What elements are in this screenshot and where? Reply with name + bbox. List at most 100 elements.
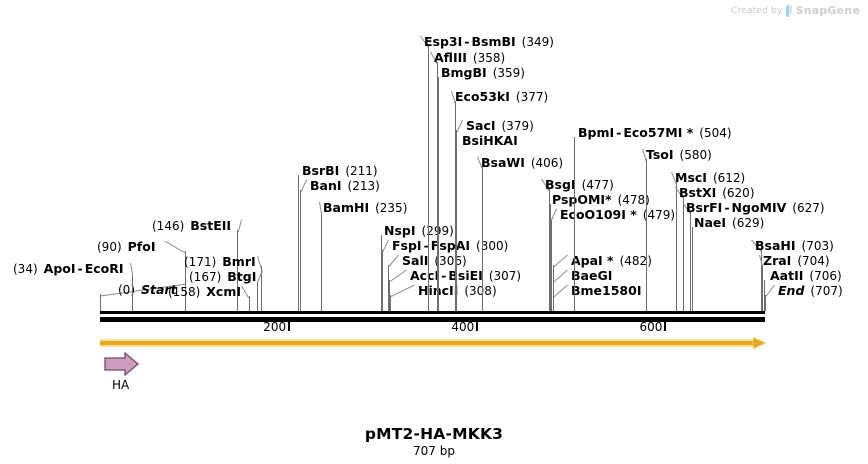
restriction-site-label[interactable]: BsiHKAI	[462, 134, 518, 147]
restriction-site-tick[interactable]	[437, 77, 439, 311]
restriction-site-tick[interactable]	[382, 250, 384, 311]
restriction-site-tick[interactable]	[549, 204, 551, 311]
restriction-site-tick[interactable]	[481, 167, 483, 311]
restriction-site-label[interactable]: BstXI (620)	[679, 186, 755, 200]
site-position: (308)	[464, 284, 497, 298]
restriction-site-label[interactable]: BmgBI (359)	[441, 66, 525, 80]
site-position: (235)	[375, 201, 408, 215]
restriction-site-tick[interactable]	[184, 251, 186, 311]
site-leader-line	[241, 285, 250, 299]
restriction-site-label[interactable]: Eco53kI (377)	[455, 90, 548, 104]
site-position: (627)	[792, 201, 825, 215]
restriction-site-tick[interactable]	[388, 280, 390, 311]
restriction-site-tick[interactable]	[436, 62, 438, 311]
restriction-site-tick[interactable]	[456, 145, 458, 311]
site-leader-line	[164, 240, 186, 254]
restriction-site-label[interactable]: EcoO109I * (479)	[560, 208, 675, 222]
sequence-backbone-top-line	[100, 311, 765, 314]
restriction-site-tick[interactable]	[389, 295, 391, 311]
restriction-site-tick[interactable]	[298, 175, 300, 311]
restriction-site-tick[interactable]	[645, 159, 647, 311]
restriction-site-tick[interactable]	[237, 230, 239, 311]
site-position: (171)	[184, 255, 217, 269]
enzyme-name: FspAI	[430, 238, 471, 253]
restriction-site-tick[interactable]	[260, 266, 262, 311]
restriction-site-label[interactable]: BsrBI (211)	[302, 164, 378, 178]
site-position: (629)	[732, 216, 765, 230]
enzyme-name: Eco53kI	[455, 89, 510, 104]
restriction-site-tick[interactable]	[764, 280, 766, 311]
restriction-site-label[interactable]: (158) XcmI	[168, 285, 241, 299]
restriction-site-label[interactable]: (146) BstEII	[152, 219, 231, 233]
restriction-site-label[interactable]: AccI - BsiEI (307)	[410, 269, 521, 283]
restriction-site-label[interactable]: SacI (379)	[466, 119, 534, 133]
enzyme-name: AflIII	[434, 50, 467, 65]
restriction-site-label[interactable]: NaeI (629)	[694, 216, 764, 230]
restriction-site-label[interactable]: ApaI * (482)	[571, 254, 652, 268]
restriction-site-tick[interactable]	[553, 295, 555, 311]
site-leader-line	[300, 179, 307, 193]
restriction-site-label[interactable]: BsaHI (703)	[755, 239, 834, 253]
restriction-site-label[interactable]: End (707)	[778, 284, 843, 298]
restriction-site-label[interactable]: (171) BmrI	[184, 255, 256, 269]
restriction-site-tick[interactable]	[257, 281, 259, 311]
orf-edge-bottom	[100, 345, 757, 347]
restriction-site-label[interactable]: BsrFI - NgoMIV (627)	[686, 201, 825, 215]
restriction-site-tick[interactable]	[675, 182, 677, 311]
site-position: (704)	[797, 254, 830, 268]
restriction-site-tick[interactable]	[548, 189, 550, 311]
site-leader-line	[387, 254, 399, 268]
site-position: (146)	[152, 219, 185, 233]
restriction-site-tick[interactable]	[454, 101, 456, 311]
restriction-site-tick[interactable]	[691, 227, 693, 311]
restriction-site-tick[interactable]	[683, 197, 685, 311]
restriction-site-label[interactable]: TsoI (580)	[646, 148, 712, 162]
restriction-site-tick[interactable]	[689, 212, 691, 311]
site-leader-line	[388, 269, 407, 283]
ruler-tick-label: 400	[451, 320, 475, 334]
site-position: (0)	[118, 283, 135, 297]
restriction-site-label[interactable]: (0) Start	[118, 283, 177, 297]
restriction-site-tick[interactable]	[100, 294, 101, 311]
restriction-site-label[interactable]: FspI - FspAI (300)	[392, 239, 508, 253]
restriction-site-label[interactable]: (90) PfoI	[97, 240, 155, 254]
restriction-site-tick[interactable]	[321, 212, 323, 311]
restriction-site-label[interactable]: MscI (612)	[675, 171, 745, 185]
restriction-site-label[interactable]: PspOMI* (478)	[552, 193, 650, 207]
restriction-site-tick[interactable]	[765, 295, 766, 311]
restriction-site-tick[interactable]	[428, 46, 430, 311]
restriction-site-tick[interactable]	[381, 235, 383, 311]
restriction-site-label[interactable]: ZraI (704)	[763, 254, 830, 268]
restriction-site-tick[interactable]	[550, 219, 552, 311]
site-leader-line	[553, 269, 568, 283]
restriction-site-label[interactable]: NspI(299)	[384, 224, 454, 238]
ha-feature-arrow[interactable]	[104, 352, 140, 376]
restriction-site-tick[interactable]	[574, 137, 576, 311]
enzyme-name: NgoMIV	[731, 200, 787, 215]
restriction-site-tick[interactable]	[387, 265, 389, 311]
restriction-site-label[interactable]: (34) ApoI - EcoRI	[13, 262, 124, 276]
restriction-site-label[interactable]: BsaWI (406)	[481, 156, 563, 170]
enzyme-name: MscI	[675, 170, 707, 185]
restriction-site-tick[interactable]	[131, 273, 133, 311]
restriction-site-label[interactable]: (167) BtgI	[189, 270, 256, 284]
ruler-tick-mark	[664, 322, 667, 331]
restriction-site-label[interactable]: BamHI (235)	[323, 201, 407, 215]
restriction-site-tick[interactable]	[248, 296, 250, 311]
orf-feature-arrow[interactable]	[100, 337, 767, 349]
enzyme-name: NaeI	[694, 215, 727, 230]
restriction-site-tick[interactable]	[762, 265, 764, 311]
restriction-site-label[interactable]: Bme1580I	[571, 284, 641, 297]
site-position: (504)	[699, 126, 732, 140]
restriction-site-label[interactable]: BsgI (477)	[545, 178, 614, 192]
restriction-site-label[interactable]: BanI (213)	[310, 179, 380, 193]
restriction-site-label[interactable]: AflIII (358)	[434, 51, 505, 65]
restriction-site-label[interactable]: BaeGI	[571, 269, 612, 282]
restriction-site-label[interactable]: AatII (706)	[770, 269, 842, 283]
restriction-site-tick[interactable]	[300, 190, 302, 311]
restriction-site-label[interactable]: Esp3I - BsmBI (349)	[424, 35, 554, 49]
enzyme-name: SacI	[466, 118, 496, 133]
restriction-site-label[interactable]: SalI (306)	[402, 254, 467, 268]
restriction-site-label[interactable]: BpmI - Eco57MI * (504)	[578, 126, 732, 140]
restriction-site-tick[interactable]	[761, 250, 763, 311]
